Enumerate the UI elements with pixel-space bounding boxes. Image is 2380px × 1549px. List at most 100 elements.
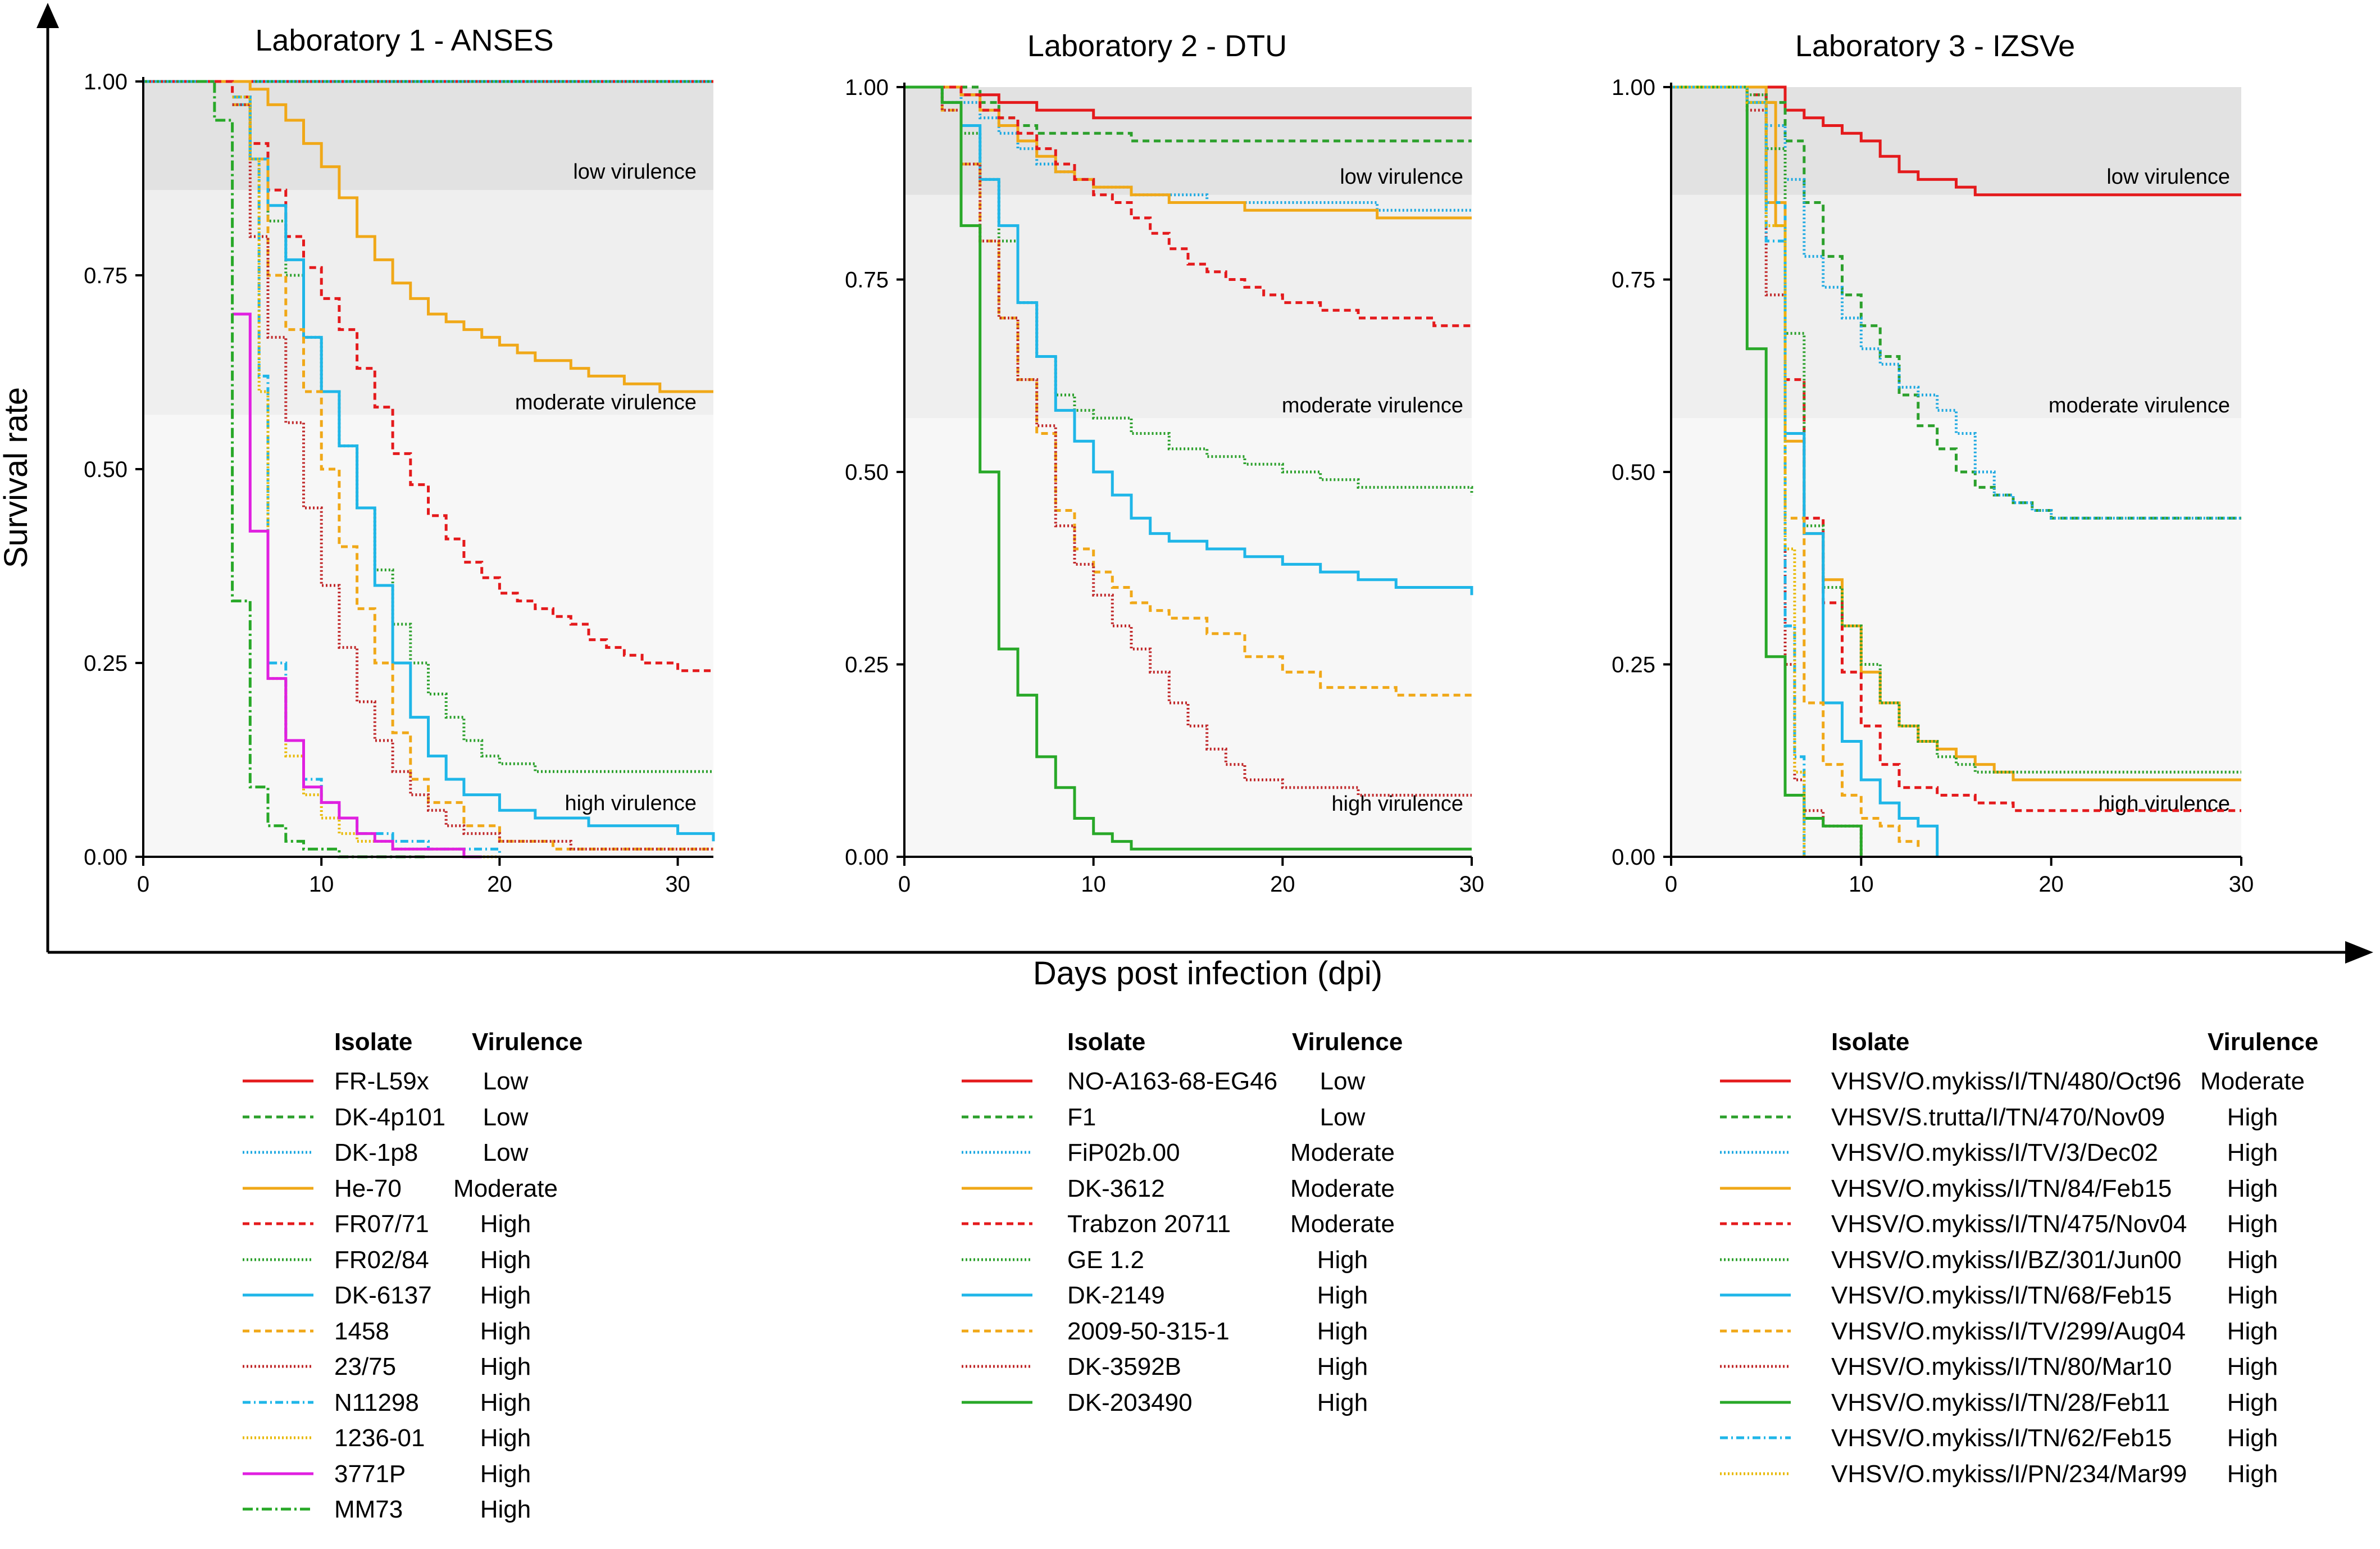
legend-item: VHSV/O.mykiss/I/TN/68/Feb15 High (1719, 1282, 2365, 1318)
legend-line-swatch (243, 1079, 313, 1083)
y-tick-label: 0.75 (845, 268, 889, 293)
legend-line-swatch (243, 1187, 313, 1189)
x-tick-label: 10 (1081, 872, 1106, 897)
legend-virulence: High (1317, 1317, 1368, 1345)
series-line-ge-1-2 (904, 85, 1473, 496)
legend-line-swatch (1720, 1115, 1791, 1118)
legend-virulence: High (480, 1353, 531, 1380)
global-y-axis-arrow (37, 3, 59, 28)
y-tick-label: 0.75 (84, 264, 128, 288)
legend-header-isolate: Isolate (1831, 1028, 1910, 1056)
y-tick-label: 1.00 (1612, 75, 1655, 100)
legend-isolate-name: F1 (1067, 1103, 1096, 1131)
y-tick-label: 0.50 (84, 457, 128, 482)
legend-line-swatch (243, 1258, 313, 1261)
series-line-1458 (232, 103, 713, 851)
zone-label-moderate: moderate virulence (515, 390, 697, 414)
legend-item: VHSV/O.mykiss/I/TV/3/Dec02 High (1719, 1139, 2365, 1175)
y-tick-label: 1.00 (845, 75, 889, 100)
legend-isolate-name: N11298 (334, 1388, 419, 1416)
legend-item: GE 1.2 High (961, 1246, 1444, 1282)
legend-line-swatch (962, 1258, 1032, 1261)
legend-item: NO-A163-68-EG46 Low (961, 1068, 1444, 1103)
y-tick-label: 0.50 (845, 460, 889, 485)
legend-virulence: Moderate (2200, 1068, 2305, 1095)
legend-item: FR07/71 High (242, 1210, 624, 1246)
zone-moderate-virulence (904, 194, 1472, 419)
legend-line-swatch (962, 1365, 1032, 1368)
legend-line-swatch (243, 1222, 313, 1225)
legend-lab2: Isolate Virulence NO-A163-68-EG46 Low F1 Lo… (961, 1028, 1444, 1424)
legend-line-swatch (962, 1115, 1032, 1118)
legend-virulence: High (2227, 1388, 2278, 1416)
legend-virulence: High (2227, 1353, 2278, 1380)
legend-header: Isolate Virulence (1719, 1028, 2365, 1068)
legend-item: DK-203490 High (961, 1389, 1444, 1425)
legend-virulence: High (2227, 1210, 2278, 1238)
legend-line-swatch (243, 1472, 313, 1475)
series-line-trabzon-20711 (904, 85, 1472, 328)
legend-item: DK-1p8 Low (242, 1139, 624, 1175)
legend-isolate-name: Trabzon 20711 (1067, 1210, 1231, 1238)
legend-isolate-name: MM73 (334, 1496, 403, 1523)
legend-line-swatch (962, 1293, 1032, 1297)
legend-isolate-name: DK-4p101 (334, 1103, 446, 1131)
legend-isolate-name: 3771P (334, 1460, 406, 1488)
series-line-dk-203490 (904, 85, 1472, 851)
legend-header-virulence: Virulence (472, 1028, 583, 1056)
legend-virulence: Moderate (1290, 1139, 1395, 1166)
legend-line-swatch (962, 1151, 1032, 1154)
series-line-dk-2149 (904, 85, 1473, 596)
legend-header: Isolate Virulence (242, 1028, 624, 1068)
legend-isolate-name: VHSV/O.mykiss/I/TN/84/Feb15 (1831, 1174, 2172, 1202)
panel-lab1: high virulence moderate virulence low viru… (84, 24, 715, 897)
legend-virulence: Low (1319, 1068, 1366, 1095)
legend-virulence: High (2227, 1246, 2278, 1274)
legend-item: VHSV/O.mykiss/I/TN/80/Mar10 High (1719, 1353, 2365, 1389)
series-line-vhsv-o-mykiss-i-tn-480-oct96 (1671, 85, 2241, 197)
legend-line-swatch (1720, 1436, 1791, 1439)
series-line-he-70 (214, 80, 713, 393)
legend-line-swatch (1720, 1187, 1791, 1189)
series-line-vhsv-o-mykiss-i-tv-3-dec02 (1671, 85, 2241, 520)
zone-moderate-virulence (1671, 194, 2241, 419)
legend-isolate-name: 2009-50-315-1 (1067, 1317, 1230, 1345)
panel-title: Laboratory 2 - DTU (1027, 29, 1287, 63)
legend-virulence: Low (483, 1139, 529, 1166)
panel-title: Laboratory 3 - IZSVe (1795, 29, 2075, 63)
legend-item: DK-2149 High (961, 1282, 1444, 1318)
legend-virulence: High (480, 1424, 531, 1452)
zone-label-low: low virulence (573, 160, 697, 184)
zone-high-virulence (904, 418, 1472, 857)
legend-virulence: High (1317, 1282, 1368, 1309)
legend-isolate-name: FR07/71 (334, 1210, 429, 1238)
y-tick-label: 0.00 (1612, 845, 1655, 870)
legend-isolate-name: 1458 (334, 1317, 389, 1345)
legend-line-swatch (243, 1329, 313, 1332)
y-tick-label: 0.25 (845, 653, 889, 678)
legend-virulence: Low (483, 1103, 529, 1131)
legend-virulence: High (1317, 1353, 1368, 1380)
legend-virulence: High (2227, 1174, 2278, 1202)
legend-virulence: Moderate (453, 1174, 558, 1202)
x-axis-label: Days post infection (dpi) (1033, 955, 1382, 992)
y-tick-label: 1.00 (84, 70, 128, 94)
series-line-vhsv-o-mykiss-i-tn-28-feb11 (1671, 85, 1863, 857)
legend-item: DK-6137 High (242, 1282, 624, 1318)
legend-virulence: High (480, 1210, 531, 1238)
legend-line-swatch (243, 1151, 313, 1154)
legend-line-swatch (243, 1401, 313, 1403)
x-tick-label: 20 (1270, 872, 1295, 897)
x-tick-label: 20 (2038, 872, 2064, 897)
legend-line-swatch (243, 1507, 313, 1511)
legend-header-virulence: Virulence (2208, 1028, 2319, 1056)
legend-isolate-name: FR-L59x (334, 1068, 429, 1095)
legend-line-swatch (962, 1401, 1032, 1403)
y-tick-label: 0.00 (845, 845, 889, 870)
legend-item: FR-L59x Low (242, 1068, 624, 1103)
legend-virulence: High (2227, 1103, 2278, 1131)
legend-item: FR02/84 High (242, 1246, 624, 1282)
legend-isolate-name: VHSV/O.mykiss/I/TV/299/Aug04 (1831, 1317, 2186, 1345)
legend-virulence: High (1317, 1388, 1368, 1416)
zone-label-high: high virulence (2099, 792, 2230, 816)
